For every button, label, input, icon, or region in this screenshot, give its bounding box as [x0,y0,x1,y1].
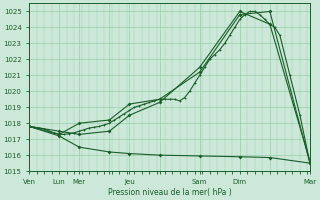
X-axis label: Pression niveau de la mer( hPa ): Pression niveau de la mer( hPa ) [108,188,231,197]
